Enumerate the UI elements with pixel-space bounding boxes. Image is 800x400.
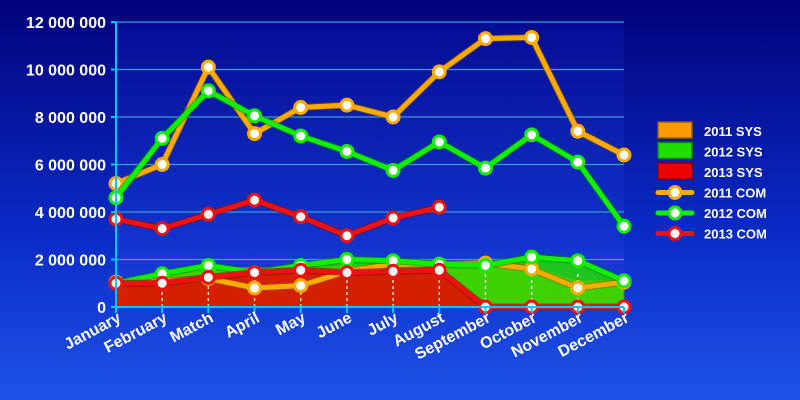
y-tick-label: 4 000 000 — [35, 205, 106, 222]
line-point — [431, 262, 447, 278]
legend-swatch — [657, 121, 693, 139]
line-point — [477, 160, 493, 176]
line-point — [200, 257, 216, 273]
line-point — [247, 280, 263, 296]
line-point — [293, 278, 309, 294]
y-tick-label: 8 000 000 — [35, 110, 106, 127]
line-point — [339, 228, 355, 244]
y-tick-label: 6 000 000 — [35, 158, 106, 175]
legend: 2011 SYS 2012 SYS 2013 SYS 2011 COM 2012 COM… — [655, 121, 767, 242]
line-point — [385, 109, 401, 125]
line-point — [293, 209, 309, 225]
y-tick-label: 12 000 000 — [26, 15, 106, 32]
line-point — [293, 128, 309, 144]
legend-swatch — [657, 141, 693, 160]
y-tick-labels: 0 2 000 000 4 000 000 6 000 000 8 000 000 10 … — [26, 15, 106, 317]
line-point — [200, 59, 216, 75]
line-point — [339, 252, 355, 267]
line-point — [616, 147, 632, 163]
line-point — [431, 199, 447, 215]
line-point — [477, 31, 493, 47]
legend-marker — [667, 226, 683, 241]
line-point — [385, 263, 401, 279]
line-point — [570, 123, 586, 139]
line-point — [200, 83, 216, 99]
line-point — [385, 210, 401, 226]
legend-label: 2011 SYS — [704, 124, 762, 139]
y-tick-label: 10 000 000 — [26, 63, 106, 80]
line-point — [570, 154, 586, 170]
line-series-3 — [113, 197, 442, 239]
line-point — [293, 262, 309, 278]
y-tick-label: 2 000 000 — [35, 253, 106, 270]
line-point — [293, 100, 309, 115]
line-point — [154, 275, 170, 291]
line-point — [477, 257, 493, 273]
line-series — [108, 29, 632, 315]
line-series-5 — [113, 254, 627, 286]
legend-label: 2013 SYS — [704, 165, 763, 180]
legend-marker — [667, 185, 683, 200]
legend-label: 2013 COM — [704, 227, 767, 242]
line-point — [616, 218, 632, 234]
line-point — [247, 265, 263, 281]
line-point — [570, 280, 586, 296]
line-point — [524, 29, 540, 45]
line-point — [524, 261, 540, 277]
line-point — [339, 143, 355, 159]
line-point — [431, 64, 447, 80]
line-point — [200, 206, 216, 222]
legend-label: 2012 COM — [704, 206, 767, 221]
line-point — [247, 126, 263, 142]
line-point — [200, 269, 216, 285]
line-point — [154, 157, 170, 172]
legend-marker — [667, 205, 683, 221]
line-point — [431, 134, 447, 150]
legend-label: 2012 SYS — [704, 145, 763, 160]
line-point — [154, 130, 170, 146]
line-point — [154, 221, 170, 237]
line-series-1 — [113, 34, 627, 186]
line-point — [570, 253, 586, 269]
axes — [111, 21, 625, 313]
line-point — [616, 273, 632, 289]
line-point — [339, 97, 355, 113]
line-point — [385, 162, 401, 178]
line-series-2 — [113, 88, 627, 229]
line-point — [247, 192, 263, 208]
legend-label: 2011 COM — [704, 186, 766, 201]
line-point — [524, 249, 540, 265]
legend-swatch — [657, 162, 693, 180]
line-point — [247, 108, 263, 124]
line-point — [339, 265, 355, 281]
y-tick-label: 0 — [97, 300, 106, 317]
line-point — [524, 127, 540, 143]
